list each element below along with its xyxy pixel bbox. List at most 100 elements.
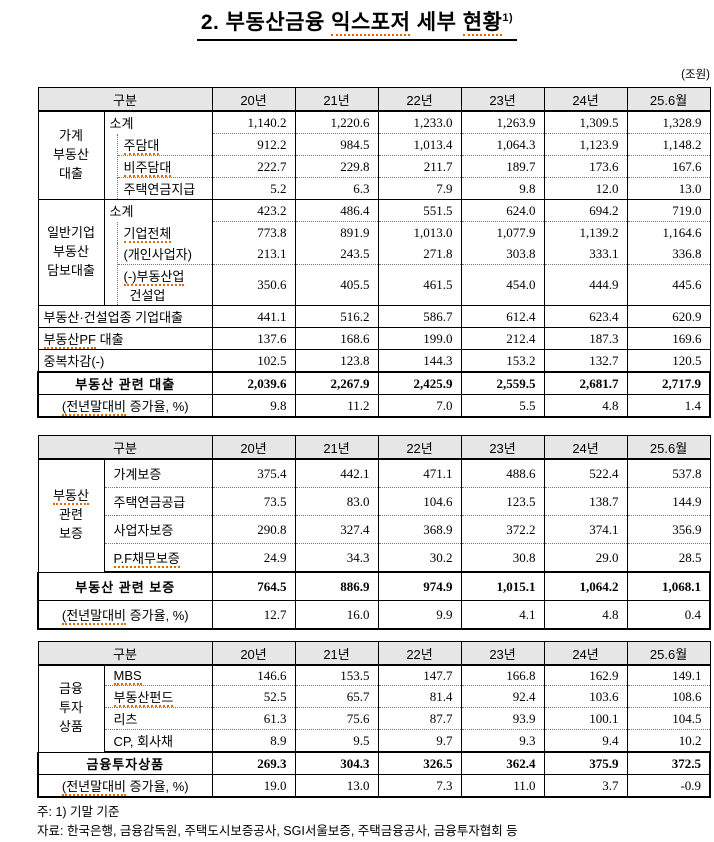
value-cell: 1,123.9 [544, 133, 628, 156]
page-title: 2. 부동산금융 익스포저 세부 현황1) [196, 6, 518, 41]
value-cell: 551.5 [378, 199, 462, 222]
value-cell: 167.6 [627, 155, 711, 178]
value-cell: 984.5 [295, 133, 379, 156]
value-cell: 623.4 [544, 305, 628, 328]
value-cell: 166.8 [461, 665, 545, 686]
value-cell: 461.5 [378, 264, 462, 306]
value-cell: 304.3 [295, 752, 379, 775]
value-cell: 34.3 [295, 543, 379, 573]
row-label: 주담대 [117, 133, 213, 156]
row-label: 기업전체 [117, 221, 213, 243]
table-row: 비주담대 222.7 229.8 211.7 189.7 173.6 167.6 [38, 155, 711, 178]
value-cell: 103.6 [544, 685, 628, 708]
title-text: 익스포저 [331, 11, 411, 36]
value-cell: 1,013.4 [378, 133, 462, 156]
value-cell: 12.0 [544, 177, 628, 200]
table-row: 주담대 912.2 984.5 1,013.4 1,064.3 1,123.9 … [38, 133, 711, 200]
value-cell: 974.9 [378, 572, 462, 601]
value-cell: 30.2 [378, 543, 462, 573]
value-cell: 1,148.2 [627, 133, 711, 156]
header-cell-year: 22년 [378, 87, 462, 112]
table-row: 기업전체 773.8 891.9 1,013.0 1,077.9 1,139.2… [38, 221, 711, 306]
value-cell: 2,559.5 [461, 372, 545, 395]
value-cell: 29.0 [544, 543, 628, 573]
value-cell: 612.4 [461, 305, 545, 328]
header-cell-year: 24년 [544, 87, 628, 112]
row-label: P.F채무보증 [104, 543, 213, 573]
value-cell: 9.3 [461, 729, 545, 753]
total-row: 부동산 관련 보증 764.5 886.9 974.9 1,015.1 1,06… [36, 572, 712, 601]
value-cell: 30.8 [461, 543, 545, 573]
value-cell: 3.7 [544, 774, 628, 798]
header-cell-year: 23년 [461, 641, 545, 666]
value-cell: 7.3 [378, 774, 462, 798]
value-cell: 92.4 [461, 685, 545, 708]
row-label: 중복차감(-) [38, 349, 213, 373]
row-label: MBS [104, 665, 213, 686]
growth-row: (전년말대비 증가율, %) 9.8 11.2 7.0 5.5 4.8 1.4 [36, 394, 712, 418]
value-cell: 104.5 [627, 707, 711, 730]
value-cell: 1.4 [627, 394, 712, 418]
header-cell-gubun: 구분 [38, 87, 213, 112]
value-cell: 7.0 [378, 394, 462, 418]
growth-label: (전년말대비 증가율, %) [36, 600, 213, 630]
indent-spacer [104, 133, 118, 200]
value-cell: 290.8 [212, 515, 296, 544]
value-cell: 189.7 [461, 155, 545, 178]
header-cell-year: 20년 [212, 641, 296, 666]
value-cell: 6.3 [295, 177, 379, 200]
value-cell: 336.8 [627, 243, 711, 265]
value-cell: 9.8 [212, 394, 296, 418]
title-text: 2. 부동산금융 [200, 11, 325, 34]
row-label: 부동산PF 대출 [38, 327, 213, 350]
total-label: 부동산 관련 보증 [36, 572, 213, 601]
value-cell: 28.5 [627, 543, 711, 573]
row-label: 리츠 [104, 707, 213, 730]
value-cell: 100.1 [544, 707, 628, 730]
value-cell: 522.4 [544, 459, 628, 488]
value-cell: 144.9 [627, 487, 711, 516]
value-cell: -0.9 [627, 774, 712, 798]
header-cell-year: 25.6월 [627, 641, 711, 666]
header-cell-year: 21년 [295, 87, 379, 112]
value-cell: 123.5 [461, 487, 545, 516]
value-cell: 1,015.1 [461, 572, 545, 601]
value-cell: 211.7 [378, 155, 462, 178]
document-content: (조원) 구분 20년 21년 22년 23년 24년 25.6월 가계 부동산 대… [36, 66, 712, 842]
value-cell: 375.4 [212, 459, 296, 488]
value-cell: 108.6 [627, 685, 711, 708]
header-cell-year: 21년 [295, 435, 379, 460]
value-cell: 1,068.1 [627, 572, 712, 601]
value-cell: 886.9 [295, 572, 379, 601]
value-cell: 350.6 [212, 264, 296, 306]
value-cell: 13.0 [627, 177, 711, 200]
header-cell-gubun: 구분 [38, 435, 213, 460]
table-row: 중복차감(-) 102.5 123.8 144.3 153.2 132.7 12… [38, 349, 711, 373]
row-label: (개인사업자) [117, 243, 213, 265]
header-cell-year: 24년 [544, 435, 628, 460]
growth-row: (전년말대비 증가율, %) 19.0 13.0 7.3 11.0 3.7 -0… [36, 774, 712, 798]
value-cell: 16.0 [295, 600, 379, 630]
value-cell: 61.3 [212, 707, 296, 730]
value-cell: 199.0 [378, 327, 462, 350]
value-cell: 441.1 [212, 305, 296, 328]
value-cell: 144.3 [378, 349, 462, 373]
row-label: 가계보증 [104, 459, 213, 488]
row-label: 주택연금공급 [104, 487, 213, 516]
value-cell: 162.9 [544, 665, 628, 686]
total-label: 부동산 관련 대출 [36, 372, 213, 395]
value-cell: 75.6 [295, 707, 379, 730]
value-cell: 212.4 [461, 327, 545, 350]
value-cell: 362.4 [461, 752, 545, 775]
value-cell: 620.9 [627, 305, 711, 328]
value-cell: 0.4 [627, 600, 712, 630]
row-label: 소계 [104, 111, 213, 134]
row-label: 소계 [104, 199, 213, 222]
value-cell: 102.5 [212, 349, 296, 373]
header-cell-year: 20년 [212, 87, 296, 112]
value-cell: 11.0 [461, 774, 545, 798]
title-footnote-marker: 1) [502, 12, 514, 24]
value-cell: 624.0 [461, 199, 545, 222]
value-cell: 10.2 [627, 729, 711, 753]
table-row: 가계 부동산 대출 소계 1,140.2 1,220.6 1,233.0 1,263… [38, 111, 711, 200]
